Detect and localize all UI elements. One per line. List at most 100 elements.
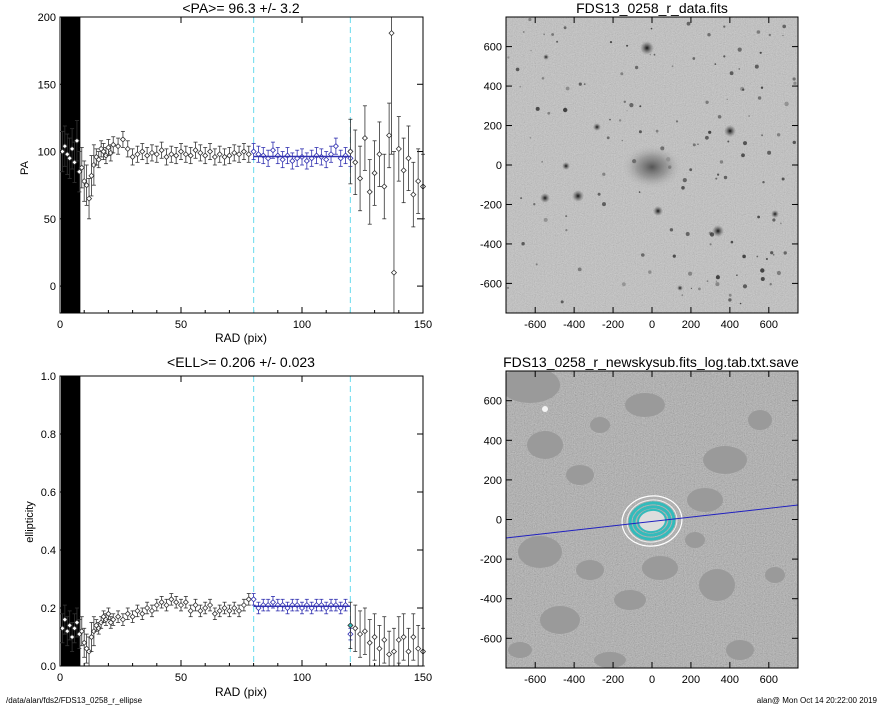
mask-blob: [765, 567, 785, 583]
source-dot: [563, 107, 568, 113]
pa-data-point: [173, 152, 180, 159]
pa-data-point: [124, 145, 131, 152]
source-dot: [530, 49, 532, 52]
pa-data-point: [405, 155, 412, 162]
ell-data-point: [173, 599, 180, 606]
pa-y-tick-label: 200: [38, 12, 56, 24]
data-image-y-tick-label: 200: [484, 121, 502, 133]
mask-blob: [699, 569, 735, 601]
source-dot: [743, 141, 747, 146]
source-dot: [767, 150, 772, 155]
source-dot: [692, 57, 696, 60]
source-dot: [698, 287, 701, 291]
pa-data-point: [284, 152, 291, 159]
source-dot: [685, 232, 690, 236]
ell-data-point: [366, 639, 373, 646]
pa-plot-frame: [59, 16, 424, 314]
ell-y-tick-label: 0.4: [41, 545, 56, 557]
source-dot: [715, 177, 718, 180]
skysub-image-x-tick-label: 400: [721, 674, 739, 686]
ell-data-point: [240, 602, 247, 609]
ell-data-point: [347, 622, 354, 629]
pa-data-point: [202, 152, 209, 159]
source-dot: [736, 274, 738, 277]
ell-data-point: [105, 610, 112, 617]
ell-data-point: [187, 607, 194, 614]
source-dot: [682, 178, 687, 183]
source-dot: [715, 282, 720, 287]
pa-data-point: [410, 191, 417, 198]
source-dot: [507, 56, 510, 59]
pa-data-point: [231, 149, 238, 156]
pa-y-tick-label: 50: [44, 214, 56, 226]
skysub-image-y-tick-label: -600: [480, 633, 502, 645]
ell-data-point: [182, 599, 189, 606]
ell-data-point: [216, 607, 223, 614]
source-dot: [757, 96, 762, 100]
pa-data-point: [78, 164, 85, 171]
source-dot: [756, 255, 759, 258]
ell-data-point: [410, 633, 417, 641]
ell-data-point: [197, 607, 204, 614]
source-blob: [593, 123, 601, 131]
mask-blob: [614, 590, 646, 610]
source-dot: [760, 277, 765, 281]
ell-data-point: [386, 651, 393, 658]
skysub-image-x-tick-label: -200: [602, 674, 624, 686]
ell-data-point: [139, 610, 146, 617]
pa-data-point: [71, 159, 78, 166]
source-dot: [648, 270, 652, 274]
skysub-image-title: FDS13_0258_r_newskysub.fits_log.tab.txt.…: [503, 354, 799, 370]
pa-data-point: [61, 143, 68, 150]
ell-data-point: [390, 648, 398, 655]
pa-data-point: [177, 148, 185, 155]
pa-data-point: [90, 161, 97, 169]
source-dot: [541, 161, 543, 163]
ell-data-point: [158, 599, 165, 606]
source-dot: [762, 181, 765, 184]
ell-data-point: [124, 610, 131, 617]
bright-source: [542, 406, 548, 412]
source-dot: [719, 160, 724, 164]
pa-data-point: [395, 145, 402, 152]
ell-data-point: [148, 607, 156, 614]
pa-data-point: [376, 151, 383, 158]
mask-blob: [527, 431, 563, 459]
data-image-title: FDS13_0258_r_data.fits: [576, 0, 728, 16]
pa-data-point: [107, 149, 114, 156]
source-dot: [671, 65, 674, 68]
source-dot: [688, 271, 693, 276]
skysub-image-y-tick-label: 200: [484, 475, 502, 487]
source-dot: [706, 280, 709, 283]
pa-data-point: [148, 149, 156, 156]
ell-data-point: [115, 613, 122, 620]
source-dot: [547, 111, 551, 115]
ell-data-point: [221, 604, 228, 612]
skysub-image-y-tick-label: 600: [484, 396, 502, 408]
data-image-y-tick-label: -200: [480, 199, 502, 211]
source-dot: [597, 192, 601, 196]
pa-data-point: [115, 143, 122, 150]
pa-data-point: [197, 149, 204, 156]
pa-data-point: [381, 183, 388, 190]
ell-data-point: [231, 604, 238, 612]
ell-y-tick-label: 0.0: [41, 661, 56, 673]
data-image-x-tick-label: 200: [682, 319, 700, 331]
ell-data-point: [95, 625, 102, 632]
ell-x-tick-label: 100: [293, 672, 311, 684]
source-dot: [715, 280, 718, 282]
mask-blob: [576, 560, 604, 580]
skysub-image-x-tick-label: 200: [682, 674, 700, 686]
source-dot: [772, 218, 776, 222]
data-image-x-tick-label: -200: [602, 319, 624, 331]
ell-data-point: [110, 616, 117, 623]
source-dot: [792, 140, 796, 145]
skysub-image-y-tick-label: 400: [484, 435, 502, 447]
pa-data-point: [110, 141, 117, 148]
mask-regions: [506, 371, 785, 668]
file-path-footer: /data/alan/fds2/FDS13_0258_r_ellipse: [6, 696, 143, 705]
source-dot: [638, 130, 642, 134]
ell-data-point: [129, 613, 136, 620]
source-dot: [717, 173, 720, 176]
ell-x-tick-label: 0: [57, 672, 63, 684]
